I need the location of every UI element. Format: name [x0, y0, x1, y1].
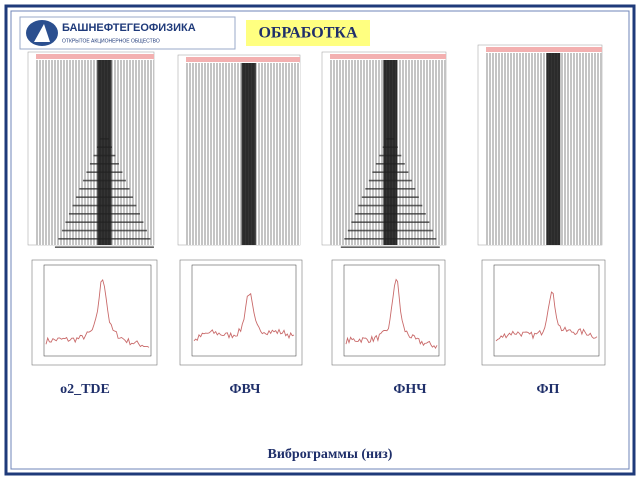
- logo-mark: [34, 24, 50, 42]
- logo: БАШНЕФТЕГЕОФИЗИКА ОТКРЫТОЕ АКЦИОНЕРНОЕ О…: [19, 16, 236, 50]
- spectrum-curve: [495, 291, 598, 342]
- seismic-panel: [177, 54, 301, 246]
- spectrum-axes: [43, 264, 152, 357]
- seismic-strong-band: [97, 60, 112, 245]
- spectrum-axes: [191, 264, 297, 357]
- seismic-strong-band: [383, 60, 398, 245]
- spectrum-axes: [343, 264, 440, 357]
- seismic-traces: [486, 53, 602, 245]
- frame-outer: [4, 4, 636, 476]
- seismic-header: [36, 54, 154, 59]
- spectrum-curve: [345, 278, 438, 349]
- spectrum-frame: [331, 259, 446, 366]
- spectrum-plot: [179, 259, 303, 366]
- seismic-strong-band: [546, 53, 561, 245]
- logo-subtitle: ОТКРЫТОЕ АКЦИОНЕРНОЕ ОБЩЕСТВО: [62, 38, 160, 44]
- spectrum-curve: [45, 278, 150, 348]
- seismic-panel: [27, 51, 155, 248]
- seismic-header: [486, 47, 602, 52]
- seismic-header: [186, 57, 300, 62]
- seismic-panel: [477, 44, 603, 246]
- logo-name: БАШНЕФТЕГЕОФИЗИКА: [62, 22, 196, 34]
- spectrum-plot: [331, 259, 446, 366]
- panel-label: o2_TDE: [60, 382, 110, 397]
- spectrum-curve: [193, 292, 295, 342]
- panel-label: ФВЧ: [230, 382, 262, 397]
- seismic-header: [330, 54, 446, 59]
- caption: Виброграммы (низ): [268, 447, 393, 462]
- spectrum-plot: [31, 259, 158, 366]
- panel-label: ФНЧ: [393, 382, 427, 397]
- spectrum-plot: [481, 259, 606, 366]
- frame-inner: [10, 10, 630, 470]
- seismic-traces: [36, 60, 154, 245]
- spectrum-frame: [179, 259, 303, 366]
- title: ОБРАБОТКА: [258, 25, 357, 42]
- seismic-panel: [321, 51, 447, 248]
- spectrum-axes: [493, 264, 600, 357]
- seismic-strong-band: [241, 63, 256, 245]
- spectrum-frame: [481, 259, 606, 366]
- title-box: [246, 20, 370, 46]
- spectrum-frame: [31, 259, 158, 366]
- panel-label: ФП: [537, 382, 560, 397]
